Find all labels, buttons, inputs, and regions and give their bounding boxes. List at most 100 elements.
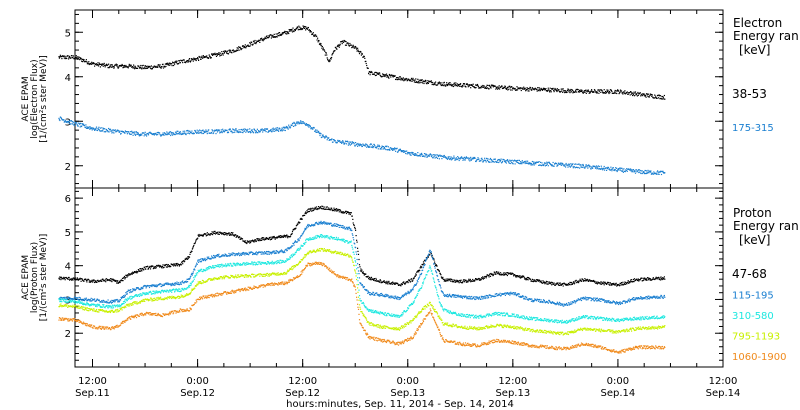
data-point [355, 142, 357, 144]
data-point [82, 61, 84, 63]
data-point [294, 123, 296, 125]
data-point [616, 92, 618, 95]
data-point [408, 151, 410, 154]
data-point [486, 158, 488, 160]
data-point [291, 233, 293, 235]
data-point [555, 283, 558, 285]
data-point [287, 128, 289, 130]
data-point [481, 277, 483, 279]
data-point [620, 167, 622, 169]
data-point [319, 223, 321, 225]
data-point [634, 279, 637, 281]
data-point [139, 270, 141, 272]
data-point [475, 296, 478, 298]
data-point [222, 52, 224, 55]
data-point [144, 284, 146, 287]
data-point [298, 25, 300, 27]
data-point [271, 251, 273, 253]
data-point [440, 276, 442, 278]
data-point [389, 74, 391, 76]
data-point [184, 132, 186, 134]
data-point [626, 168, 628, 170]
data-point [71, 277, 73, 280]
data-point [199, 235, 201, 237]
data-point [559, 162, 561, 164]
data-point [641, 170, 643, 172]
data-point [224, 232, 226, 234]
data-point [122, 280, 124, 282]
data-point [418, 79, 420, 81]
data-point [508, 162, 510, 164]
data-point [307, 226, 309, 228]
data-point [486, 297, 488, 299]
data-point [338, 211, 340, 213]
data-point [301, 121, 303, 123]
data-point [505, 88, 507, 90]
data-point [153, 267, 155, 269]
data-point [286, 235, 288, 237]
data-point [352, 45, 354, 47]
data-point [185, 134, 187, 136]
data-point [398, 76, 401, 78]
data-point [286, 126, 288, 128]
data-point [273, 33, 275, 35]
data-point [97, 65, 100, 67]
data-point [73, 296, 75, 298]
data-point [297, 223, 299, 225]
data-point [611, 284, 613, 286]
data-point [487, 84, 489, 87]
data-point [318, 222, 321, 224]
data-point [191, 59, 193, 61]
data-point [95, 280, 97, 282]
data-point [430, 251, 432, 253]
data-point [367, 290, 369, 292]
data-point [149, 65, 151, 68]
data-point [153, 266, 155, 268]
data-point [285, 31, 287, 33]
data-point [506, 87, 508, 90]
data-point [565, 90, 567, 92]
data-point [449, 293, 451, 295]
data-point [540, 89, 542, 91]
data-point [361, 53, 363, 55]
data-point [413, 81, 415, 83]
data-point [280, 235, 283, 237]
data-point [164, 133, 166, 135]
data-point [138, 135, 140, 137]
data-point [347, 228, 349, 231]
data-point [458, 83, 460, 85]
data-point [497, 86, 499, 88]
data-point [182, 130, 184, 132]
data-point [590, 91, 592, 93]
data-point [283, 126, 285, 128]
data-point [410, 278, 413, 280]
data-point [336, 141, 338, 143]
data-point [531, 160, 533, 163]
data-point [82, 123, 85, 125]
data-point [388, 297, 390, 299]
data-point [153, 133, 155, 135]
data-point [439, 82, 441, 84]
data-point [173, 263, 175, 265]
data-point [655, 95, 657, 97]
data-point [289, 247, 291, 250]
data-point [425, 259, 427, 261]
data-point [296, 27, 298, 29]
data-point [475, 296, 477, 298]
data-point [474, 157, 476, 159]
data-point [165, 282, 167, 284]
data-point [422, 82, 424, 84]
data-point [331, 207, 333, 209]
data-point [277, 129, 279, 131]
data-point [643, 171, 645, 173]
data-point [161, 134, 164, 136]
data-point [334, 210, 336, 212]
data-point [264, 252, 266, 254]
data-point [116, 64, 118, 66]
data-point [288, 29, 290, 31]
data-point [595, 166, 597, 168]
data-point [369, 294, 371, 296]
data-point [107, 130, 109, 132]
data-point [142, 286, 144, 288]
data-point [67, 278, 69, 280]
